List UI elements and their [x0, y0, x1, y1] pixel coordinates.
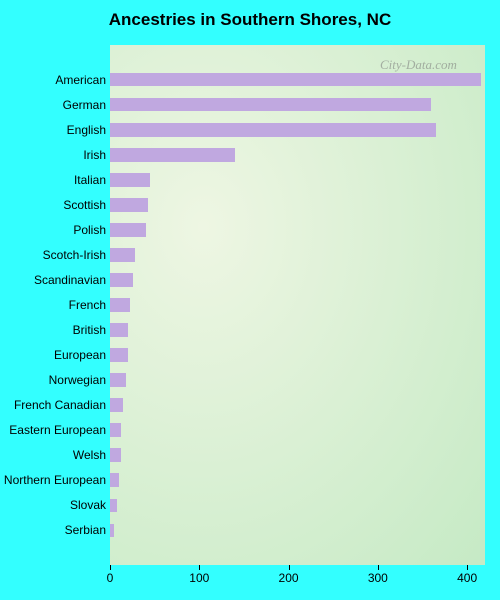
- bar: [110, 323, 128, 337]
- y-tick-label: French Canadian: [0, 399, 106, 411]
- bar: [110, 298, 130, 312]
- bars-container: [110, 45, 485, 565]
- bar: [110, 524, 114, 538]
- y-tick-label: German: [0, 99, 106, 111]
- bar: [110, 398, 123, 412]
- y-tick-label: Norwegian: [0, 374, 106, 386]
- x-tick-mark: [199, 565, 200, 570]
- x-tick-label: 0: [107, 571, 114, 585]
- y-tick-label: Eastern European: [0, 424, 106, 436]
- y-tick-label: Irish: [0, 149, 106, 161]
- x-tick-mark: [289, 565, 290, 570]
- chart-title: Ancestries in Southern Shores, NC: [0, 10, 500, 30]
- bar: [110, 499, 117, 513]
- page-root: Ancestries in Southern Shores, NC City-D…: [0, 0, 500, 600]
- x-tick-label: 400: [457, 571, 477, 585]
- bar: [110, 173, 150, 187]
- x-tick-mark: [467, 565, 468, 570]
- y-tick-label: Scottish: [0, 199, 106, 211]
- x-tick-label: 100: [189, 571, 209, 585]
- y-tick-label: European: [0, 349, 106, 361]
- bar: [110, 348, 128, 362]
- bar: [110, 248, 135, 262]
- y-tick-label: Polish: [0, 224, 106, 236]
- y-tick-label: Serbian: [0, 524, 106, 536]
- bar: [110, 423, 121, 437]
- bar: [110, 73, 481, 87]
- y-tick-label: British: [0, 324, 106, 336]
- y-tick-label: Scandinavian: [0, 274, 106, 286]
- bar: [110, 123, 436, 137]
- y-tick-label: American: [0, 74, 106, 86]
- bar: [110, 223, 146, 237]
- x-tick-label: 300: [368, 571, 388, 585]
- bar: [110, 273, 133, 287]
- y-axis-labels: American German English Irish Italian Scottis…: [0, 45, 106, 565]
- y-tick-label: Scotch-Irish: [0, 249, 106, 261]
- y-tick-label: Slovak: [0, 499, 106, 511]
- y-tick-label: English: [0, 124, 106, 136]
- bar: [110, 148, 235, 162]
- bar: [110, 373, 126, 387]
- bar: [110, 198, 148, 212]
- y-tick-label: Northern European: [0, 474, 106, 486]
- y-tick-label: French: [0, 299, 106, 311]
- x-tick-mark: [378, 565, 379, 570]
- y-tick-label: Italian: [0, 174, 106, 186]
- y-tick-label: Welsh: [0, 449, 106, 461]
- bar: [110, 98, 431, 112]
- x-tick-label: 200: [279, 571, 299, 585]
- bar: [110, 448, 121, 462]
- x-tick-mark: [110, 565, 111, 570]
- bar: [110, 473, 119, 487]
